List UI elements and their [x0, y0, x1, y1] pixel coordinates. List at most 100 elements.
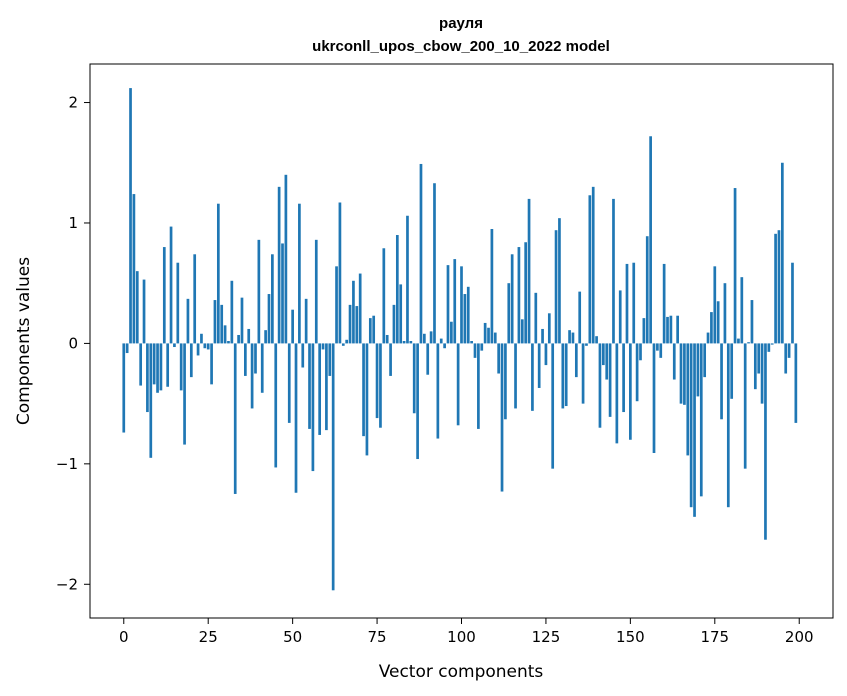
bar-107 [483, 322, 487, 344]
bar-163 [672, 343, 676, 380]
bar-105 [477, 343, 480, 429]
bar-55 [308, 343, 311, 429]
bar-65 [341, 343, 345, 346]
bar-131 [564, 343, 568, 407]
bar-52 [298, 203, 301, 344]
x-tick-label: 200 [785, 628, 814, 646]
bar-40 [257, 239, 261, 344]
bar-16 [176, 262, 180, 344]
bar-33 [233, 343, 237, 494]
bar-62 [331, 343, 335, 591]
x-tick-label: 100 [447, 628, 476, 646]
bar-79 [389, 343, 392, 376]
bar-76 [379, 343, 382, 428]
bar-70 [358, 273, 362, 344]
bar-134 [574, 343, 578, 378]
bar-78 [385, 334, 389, 344]
bar-54 [304, 298, 308, 344]
bar-171 [699, 343, 703, 497]
bar-133 [571, 332, 575, 344]
bar-91 [429, 331, 433, 344]
bar-141 [598, 343, 602, 428]
bar-2 [129, 88, 132, 344]
y-tick-label: −1 [56, 455, 78, 473]
bar-177 [720, 343, 723, 420]
x-tick-label: 0 [119, 628, 129, 646]
bar-9 [152, 343, 156, 385]
bar-7 [146, 343, 149, 413]
x-tick-label: 175 [700, 628, 729, 646]
bar-47 [281, 243, 284, 344]
bar-109 [490, 228, 494, 344]
bar-28 [216, 203, 220, 344]
bar-157 [652, 343, 656, 454]
bar-5 [139, 343, 143, 386]
bar-93 [436, 343, 440, 439]
bar-26 [210, 343, 213, 385]
bar-178 [723, 283, 727, 344]
bar-64 [338, 202, 342, 344]
bar-0 [122, 343, 126, 433]
bar-140 [595, 336, 598, 344]
bar-86 [412, 343, 416, 414]
bar-127 [551, 343, 555, 469]
bar-37 [247, 328, 251, 344]
bar-48 [284, 174, 288, 344]
bar-114 [507, 283, 511, 344]
y-axis-label: Components values [14, 257, 34, 425]
bar-17 [179, 343, 183, 391]
bar-49 [287, 343, 291, 423]
bar-58 [318, 343, 322, 435]
bar-42 [264, 330, 267, 344]
bar-139 [591, 186, 595, 344]
bar-6 [142, 279, 146, 344]
bar-84 [406, 215, 409, 344]
bar-164 [676, 315, 679, 344]
bar-152 [635, 343, 639, 402]
bar-23 [200, 333, 203, 344]
bar-186 [750, 300, 754, 344]
bar-189 [760, 343, 764, 404]
bar-162 [669, 315, 673, 344]
bar-191 [767, 343, 771, 352]
bar-108 [487, 327, 490, 344]
bar-151 [632, 262, 636, 344]
bar-73 [368, 318, 372, 344]
y-axis-ticks: −2 −1 0 1 2 [56, 94, 90, 593]
bar-12 [162, 247, 166, 344]
bar-121 [531, 343, 534, 411]
bar-154 [642, 318, 646, 344]
bar-4 [135, 271, 139, 344]
bar-168 [689, 343, 693, 508]
bar-89 [422, 333, 426, 344]
chart-subtitle: ukrconll_upos_cbow_200_10_2022 model [312, 38, 610, 55]
bar-174 [710, 312, 713, 344]
bar-75 [375, 343, 379, 419]
x-tick-label: 150 [616, 628, 645, 646]
bar-101 [463, 294, 467, 344]
bar-74 [372, 315, 376, 344]
y-tick-label: 1 [68, 214, 78, 232]
bar-125 [544, 343, 548, 366]
bar-3 [132, 194, 136, 344]
bar-138 [588, 195, 592, 344]
x-tick-label: 75 [368, 628, 387, 646]
bar-14 [169, 226, 173, 344]
bar-113 [504, 343, 507, 420]
bar-132 [568, 330, 571, 344]
bar-13 [166, 343, 170, 387]
bar-71 [362, 343, 365, 437]
bar-30 [223, 325, 227, 344]
bar-53 [301, 343, 305, 368]
bar-39 [254, 343, 257, 374]
bar-197 [787, 343, 791, 358]
bar-195 [780, 162, 784, 344]
bar-25 [206, 343, 210, 350]
bar-158 [656, 343, 659, 351]
bar-104 [473, 343, 477, 358]
bar-10 [156, 343, 159, 393]
bar-196 [784, 343, 788, 374]
bar-95 [443, 343, 446, 349]
bar-72 [365, 343, 369, 456]
